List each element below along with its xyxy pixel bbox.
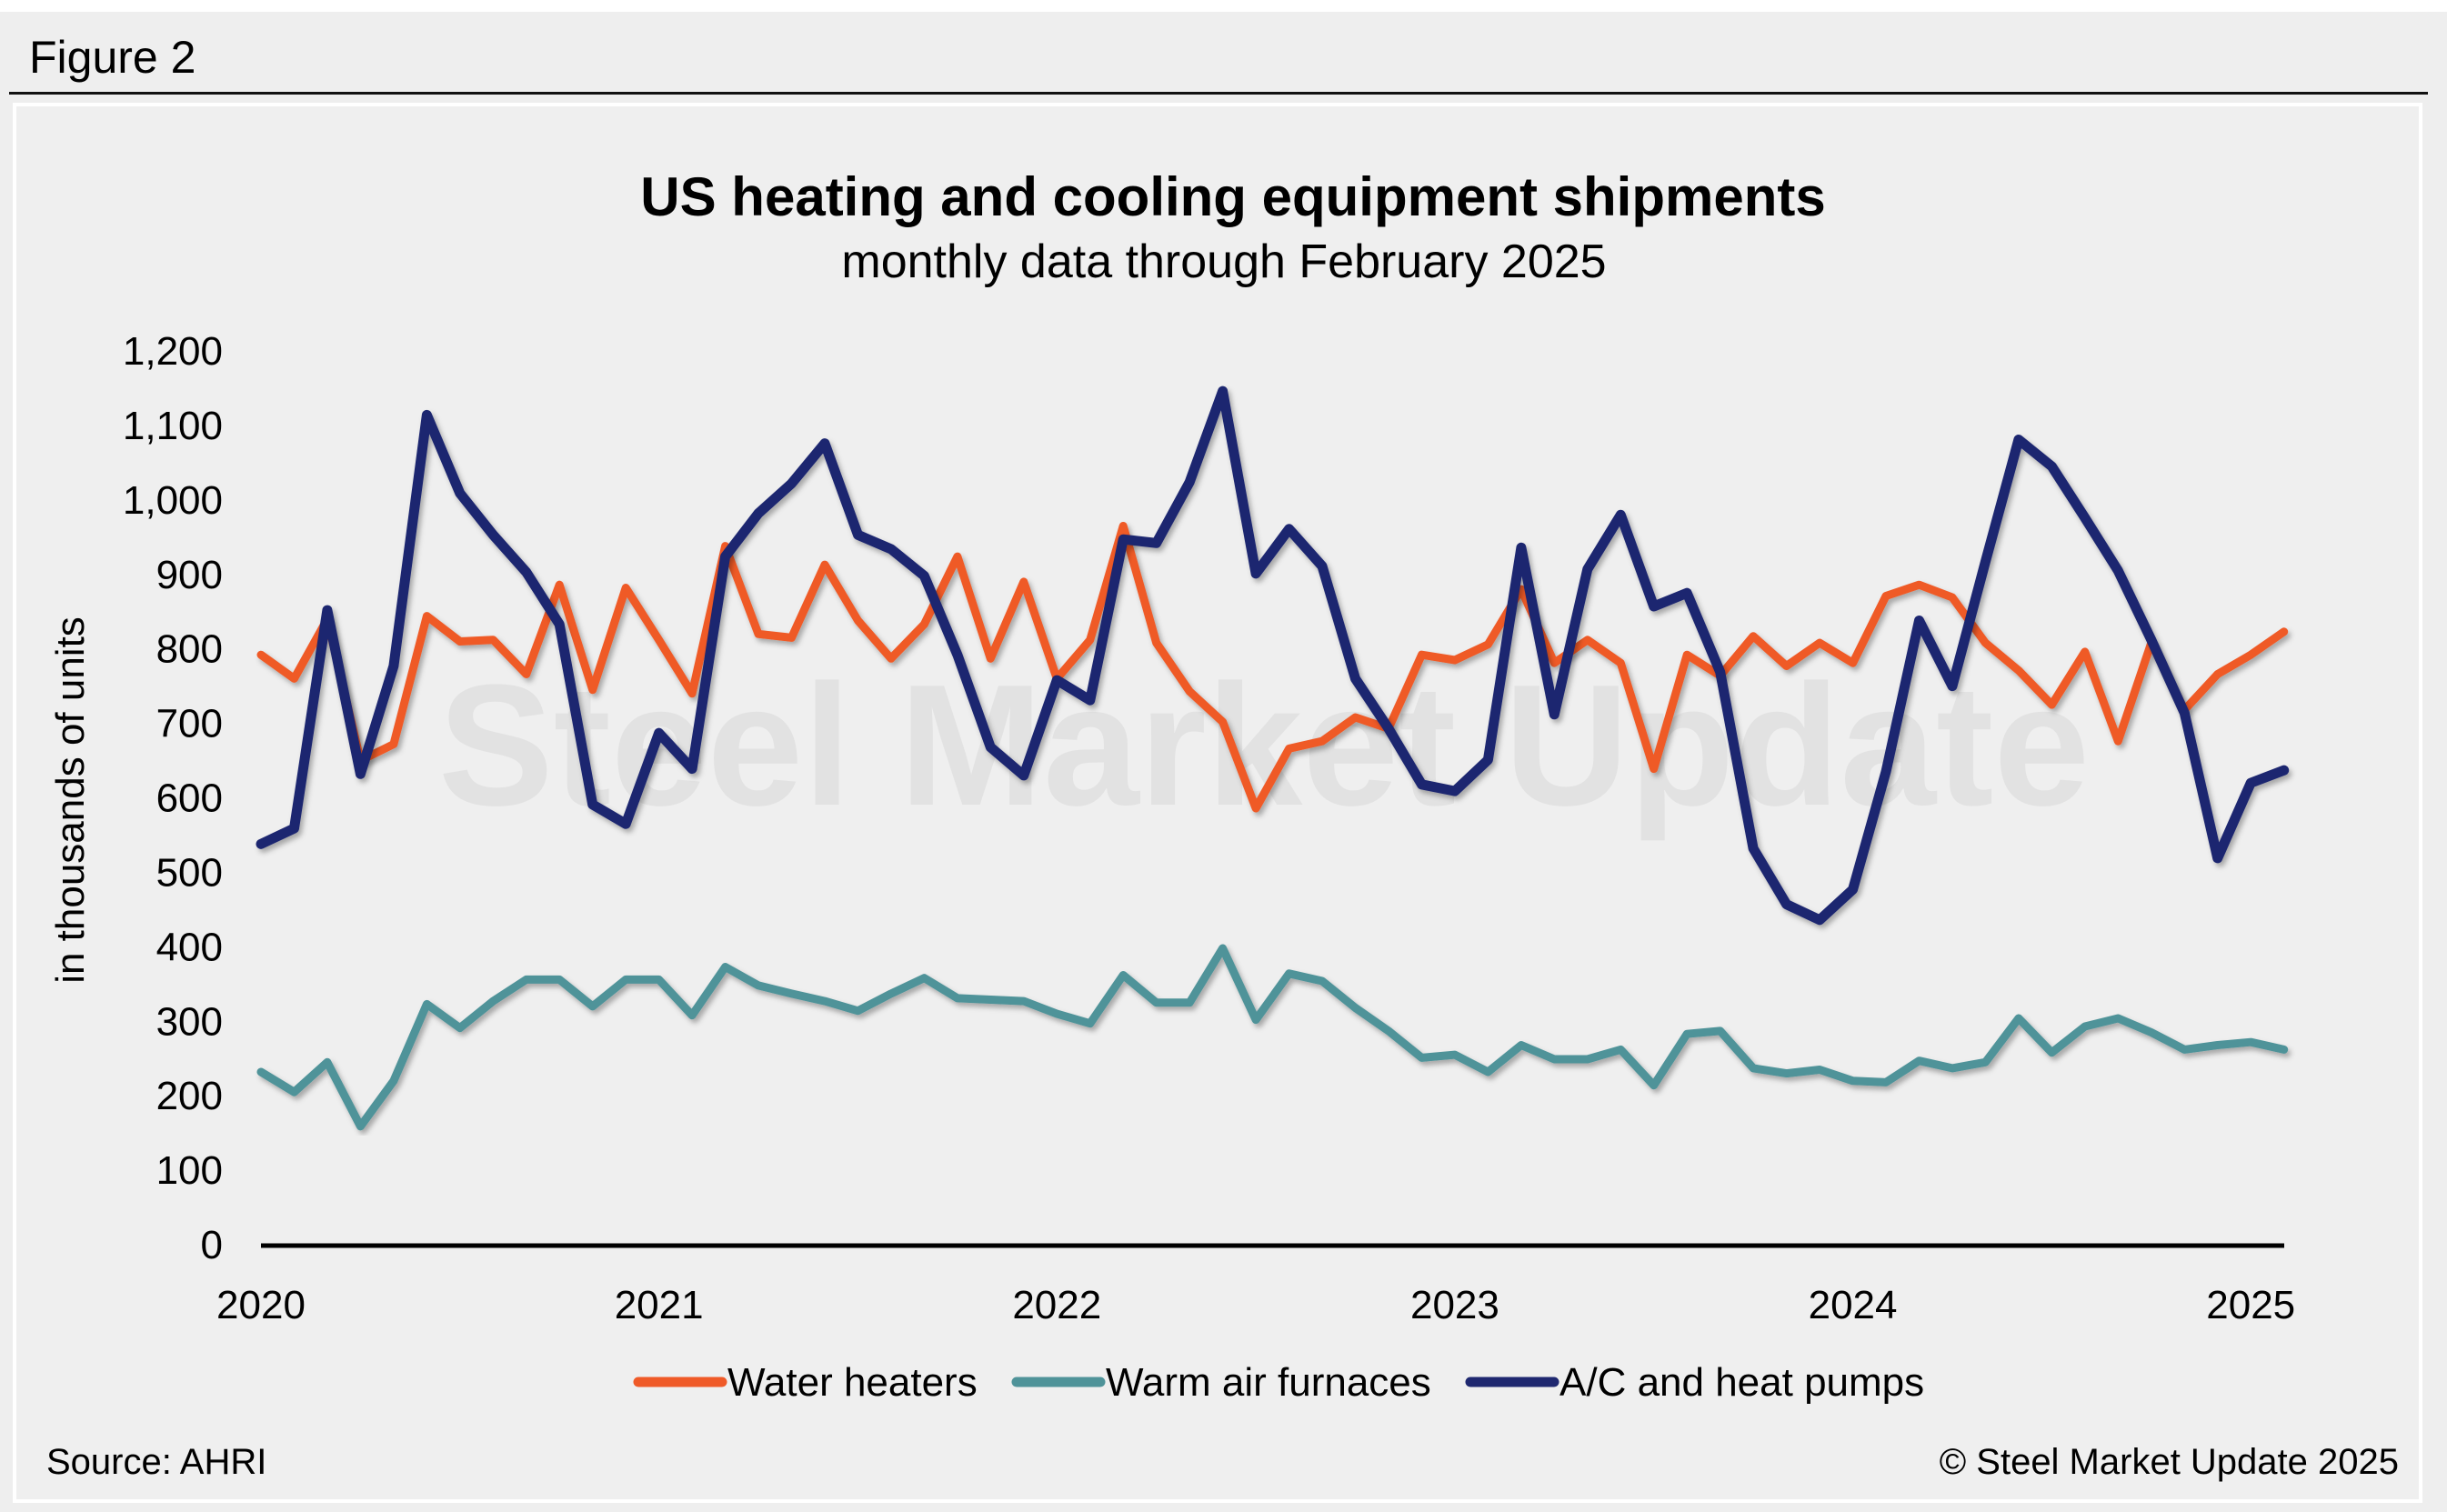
x-tick-label: 2025: [2206, 1283, 2295, 1327]
legend-label: Water heaters: [727, 1360, 978, 1405]
series-line-2: [256, 386, 2290, 926]
y-tick-label: 1,200: [123, 329, 223, 374]
x-tick-label: 2023: [1410, 1283, 1499, 1327]
y-tick-label: 200: [156, 1074, 223, 1118]
chart-title: US heating and cooling equipment shipmen…: [640, 166, 1825, 227]
copyright-note: © Steel Market Update 2025: [1940, 1442, 2399, 1482]
series-lines: [256, 386, 2290, 1131]
legend-item: Water heaters: [633, 1360, 978, 1405]
y-axis-label: in thousands of units: [48, 616, 93, 984]
y-tick-label: 700: [156, 702, 223, 746]
figure-label: Figure 2: [29, 32, 196, 83]
legend-item: Warm air furnaces: [1011, 1360, 1431, 1405]
x-ticks: 2020 2021 2022 2023 2024 2025: [216, 1283, 2295, 1327]
y-tick-label: 800: [156, 627, 223, 672]
y-tick-label: 0: [201, 1223, 223, 1267]
y-tick-label: 300: [156, 999, 223, 1044]
legend: Water heaters Warm air furnaces A/C and he…: [633, 1360, 1924, 1405]
y-tick-label: 600: [156, 776, 223, 821]
legend-label: Warm air furnaces: [1106, 1360, 1431, 1405]
figure-divider: [9, 92, 2428, 95]
y-ticks: 0 100 200 300 400 500 600 700 800 900 1,000 1,100 1,…: [123, 329, 223, 1267]
series-line-0: [256, 522, 2289, 813]
y-tick-label: 1,100: [123, 404, 223, 448]
x-tick-label: 2021: [615, 1283, 704, 1327]
y-tick-label: 400: [156, 925, 223, 969]
y-tick-label: 1,000: [123, 478, 223, 523]
x-tick-label: 2022: [1012, 1283, 1101, 1327]
legend-label: A/C and heat pumps: [1559, 1360, 1924, 1405]
x-tick-label: 2024: [1809, 1283, 1898, 1327]
watermark: Steel Market Update: [438, 649, 2090, 842]
source-note: Source: AHRI: [46, 1442, 266, 1482]
chart-panel: [13, 103, 2422, 1503]
x-tick-label: 2020: [216, 1283, 306, 1327]
y-tick-label: 500: [156, 850, 223, 895]
series-line-1: [256, 944, 2289, 1131]
legend-item: A/C and heat pumps: [1465, 1360, 1924, 1405]
y-tick-label: 100: [156, 1148, 223, 1193]
y-tick-label: 900: [156, 553, 223, 597]
chart-subtitle: monthly data through February 2025: [841, 235, 1606, 288]
